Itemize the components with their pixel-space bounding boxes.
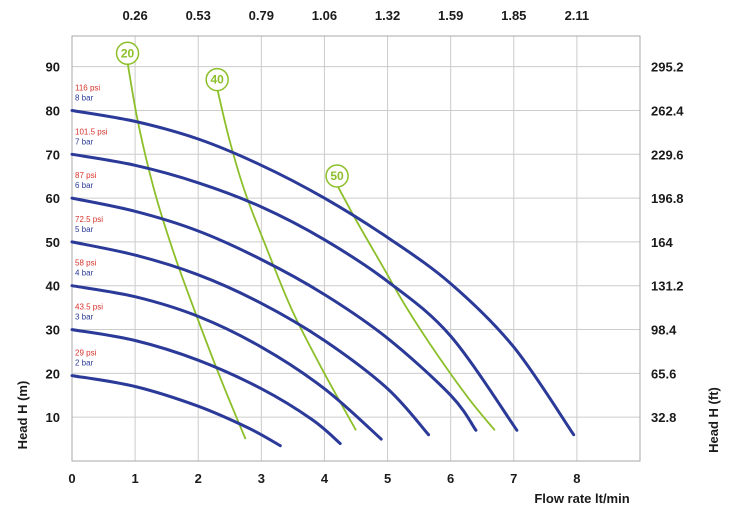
x2-tick-label: 1.85 xyxy=(501,8,526,23)
x-axis-ticks: 0 1 2 3 4 5 6 7 8 xyxy=(68,471,580,486)
y2-axis-ticks: 32.8 65.6 98.4 131.2 164 196.8 229.6 262.4 295.2 xyxy=(651,60,684,426)
x2-tick-label: 1.59 xyxy=(438,8,463,23)
pressure-psi-label: 101.5 psi xyxy=(75,127,108,136)
y2-tick-label: 32.8 xyxy=(651,410,676,425)
x2-tick-label: 2.11 xyxy=(565,8,590,23)
pressure-bar-label: 3 bar xyxy=(75,313,94,322)
air-curve-label: 50 xyxy=(330,169,344,183)
y-tick-label: 70 xyxy=(46,147,60,162)
y2-tick-label: 164 xyxy=(651,235,673,250)
x2-tick-label: 1.32 xyxy=(375,8,400,23)
pressure-bar-label: 4 bar xyxy=(75,269,94,278)
pressure-bar-label: 2 bar xyxy=(75,359,94,368)
pressure-psi-label: 116 psi xyxy=(75,83,100,92)
air-curve-marker xyxy=(325,164,349,188)
pressure-curves xyxy=(70,109,576,448)
pressure-bar-label: 8 bar xyxy=(75,93,94,102)
y-tick-label: 20 xyxy=(46,366,60,381)
air-curve-label: 40 xyxy=(210,73,224,87)
y2-tick-label: 295.2 xyxy=(651,60,684,75)
air-curve-50 xyxy=(336,184,496,431)
pressure-psi-label: 87 psi xyxy=(75,171,97,180)
pressure-psi-label: 29 psi xyxy=(75,349,97,358)
y-tick-label: 10 xyxy=(46,410,60,425)
y-tick-label: 50 xyxy=(46,235,60,250)
y-tick-label: 80 xyxy=(46,103,60,118)
pressure-curve-3-bar xyxy=(70,328,342,445)
x-tick-label: 0 xyxy=(68,471,75,486)
pressure-bar-label: 5 bar xyxy=(75,225,94,234)
x2-tick-label: 0.26 xyxy=(122,8,147,23)
x-axis-title: Flow rate lt/min xyxy=(534,491,629,506)
x-tick-label: 3 xyxy=(258,471,265,486)
air-curve-marker xyxy=(205,67,229,92)
air-consumption-curves: 20 40 50 xyxy=(115,41,496,440)
y-tick-label: 40 xyxy=(46,279,60,294)
pressure-curve-7-bar xyxy=(70,152,519,432)
x2-tick-label: 0.79 xyxy=(249,8,274,23)
y-tick-label: 60 xyxy=(46,191,60,206)
y2-tick-label: 262.4 xyxy=(651,103,684,118)
x2-tick-label: 0.53 xyxy=(186,8,211,23)
x-tick-label: 6 xyxy=(447,471,454,486)
pressure-curve-2-bar xyxy=(70,374,282,448)
x-tick-label: 5 xyxy=(384,471,391,486)
x2-tick-label: 1.06 xyxy=(312,8,337,23)
y2-tick-label: 196.8 xyxy=(651,191,684,206)
air-curve-20 xyxy=(126,62,247,440)
x-tick-label: 2 xyxy=(195,471,202,486)
pressure-curve-5-bar xyxy=(70,240,431,437)
x-tick-label: 8 xyxy=(573,471,580,486)
pressure-curve-8-bar xyxy=(70,109,576,437)
x-tick-label: 7 xyxy=(510,471,517,486)
x-tick-label: 1 xyxy=(131,471,138,486)
air-curve-40 xyxy=(216,88,357,431)
pressure-bar-label: 6 bar xyxy=(75,181,94,190)
y2-tick-label: 65.6 xyxy=(651,366,676,381)
y2-tick-label: 98.4 xyxy=(651,323,677,338)
pressure-curve-4-bar xyxy=(70,284,383,441)
y2-tick-label: 229.6 xyxy=(651,147,684,162)
y2-tick-label: 131.2 xyxy=(651,279,684,294)
pressure-curve-6-bar xyxy=(70,196,478,432)
y2-axis-title: Head H (ft) xyxy=(706,387,721,453)
air-curve-label: 20 xyxy=(121,46,135,60)
plot-frame xyxy=(71,35,641,462)
x2-axis-ticks: 0.26 0.53 0.79 1.06 1.32 1.59 1.85 2.11 xyxy=(122,8,589,23)
pressure-psi-label: 43.5 psi xyxy=(75,303,103,312)
pressure-psi-label: 58 psi xyxy=(75,259,97,268)
x-tick-label: 4 xyxy=(321,471,329,486)
air-curve-marker xyxy=(115,41,140,66)
y-tick-label: 90 xyxy=(46,60,60,75)
y-axis-ticks: 10 20 30 40 50 60 70 80 90 xyxy=(46,60,60,426)
y-tick-label: 30 xyxy=(46,323,60,338)
pressure-bar-label: 7 bar xyxy=(75,137,94,146)
grid xyxy=(72,36,640,461)
y-axis-title: Head H (m) xyxy=(15,381,30,450)
pressure-psi-label: 72.5 psi xyxy=(75,215,103,224)
